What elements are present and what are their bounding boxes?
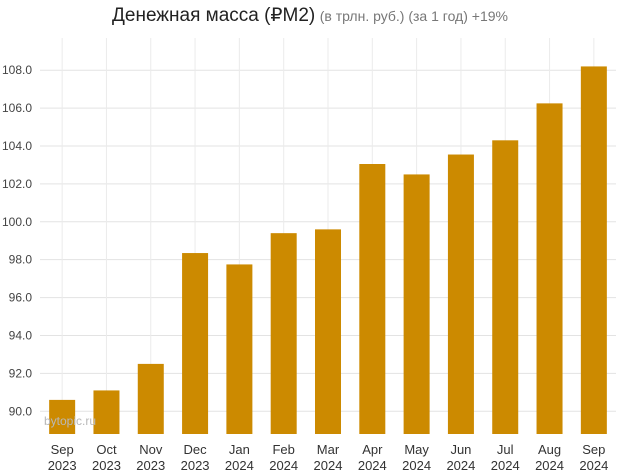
- x-tick-label-year: 2024: [446, 458, 475, 473]
- bar: [182, 253, 209, 434]
- bar: [536, 103, 563, 435]
- y-tick-label: 96.0: [9, 291, 33, 305]
- bar: [270, 233, 297, 434]
- chart-title: Денежная масса (₽M2): [112, 5, 316, 26]
- bar: [403, 174, 430, 434]
- x-tick-label-year: 2024: [535, 458, 564, 473]
- y-tick-label: 108.0: [2, 63, 32, 77]
- y-tick-label: 92.0: [9, 366, 33, 380]
- x-tick-label-month: Jul: [497, 442, 514, 457]
- x-tick-label-year: 2024: [358, 458, 387, 473]
- x-tick-label-month: Jun: [450, 442, 471, 457]
- x-tick-label-month: Dec: [184, 442, 208, 457]
- x-tick-label-year: 2023: [48, 458, 77, 473]
- x-tick-label-year: 2023: [136, 458, 165, 473]
- chart-subtitle: (в трлн. руб.) (за 1 год) +19%: [319, 8, 508, 24]
- y-tick-label: 100.0: [2, 215, 32, 229]
- x-tick-label-month: Apr: [362, 442, 383, 457]
- y-tick-label: 94.0: [9, 328, 33, 342]
- bar: [315, 229, 341, 434]
- y-tick-label: 106.0: [2, 101, 32, 115]
- x-tick-label-year: 2024: [314, 458, 343, 473]
- x-tick-label-year: 2023: [92, 458, 121, 473]
- y-tick-label: 90.0: [9, 404, 33, 418]
- bar: [492, 140, 519, 434]
- chart-title-block: Денежная масса (₽M2) (в трлн. руб.) (за …: [0, 4, 620, 27]
- x-tick-label-month: Aug: [538, 442, 561, 457]
- y-tick-label: 102.0: [2, 177, 32, 191]
- bar: [137, 363, 164, 434]
- bar: [93, 390, 120, 434]
- bar: [49, 399, 76, 434]
- x-tick-label-year: 2024: [269, 458, 298, 473]
- y-tick-label: 98.0: [9, 253, 33, 267]
- bar: [359, 164, 386, 434]
- x-tick-label-month: Sep: [582, 442, 605, 457]
- bar: [580, 66, 607, 434]
- x-tick-label-month: Feb: [272, 442, 294, 457]
- x-tick-label-year: 2024: [402, 458, 431, 473]
- x-tick-label-month: Sep: [51, 442, 74, 457]
- y-tick-label: 104.0: [2, 139, 32, 153]
- x-tick-label-month: Nov: [139, 442, 163, 457]
- watermark: bytopic.ru: [44, 414, 97, 428]
- x-tick-label-month: Jan: [229, 442, 250, 457]
- x-tick-label-year: 2024: [579, 458, 608, 473]
- bar: [447, 154, 474, 435]
- x-tick-label-year: 2024: [225, 458, 254, 473]
- x-tick-label-year: 2023: [181, 458, 210, 473]
- x-tick-label-month: Oct: [96, 442, 117, 457]
- x-tick-label-year: 2024: [491, 458, 520, 473]
- bar: [226, 264, 253, 434]
- x-tick-label-month: May: [404, 442, 429, 457]
- x-tick-label-month: Mar: [317, 442, 340, 457]
